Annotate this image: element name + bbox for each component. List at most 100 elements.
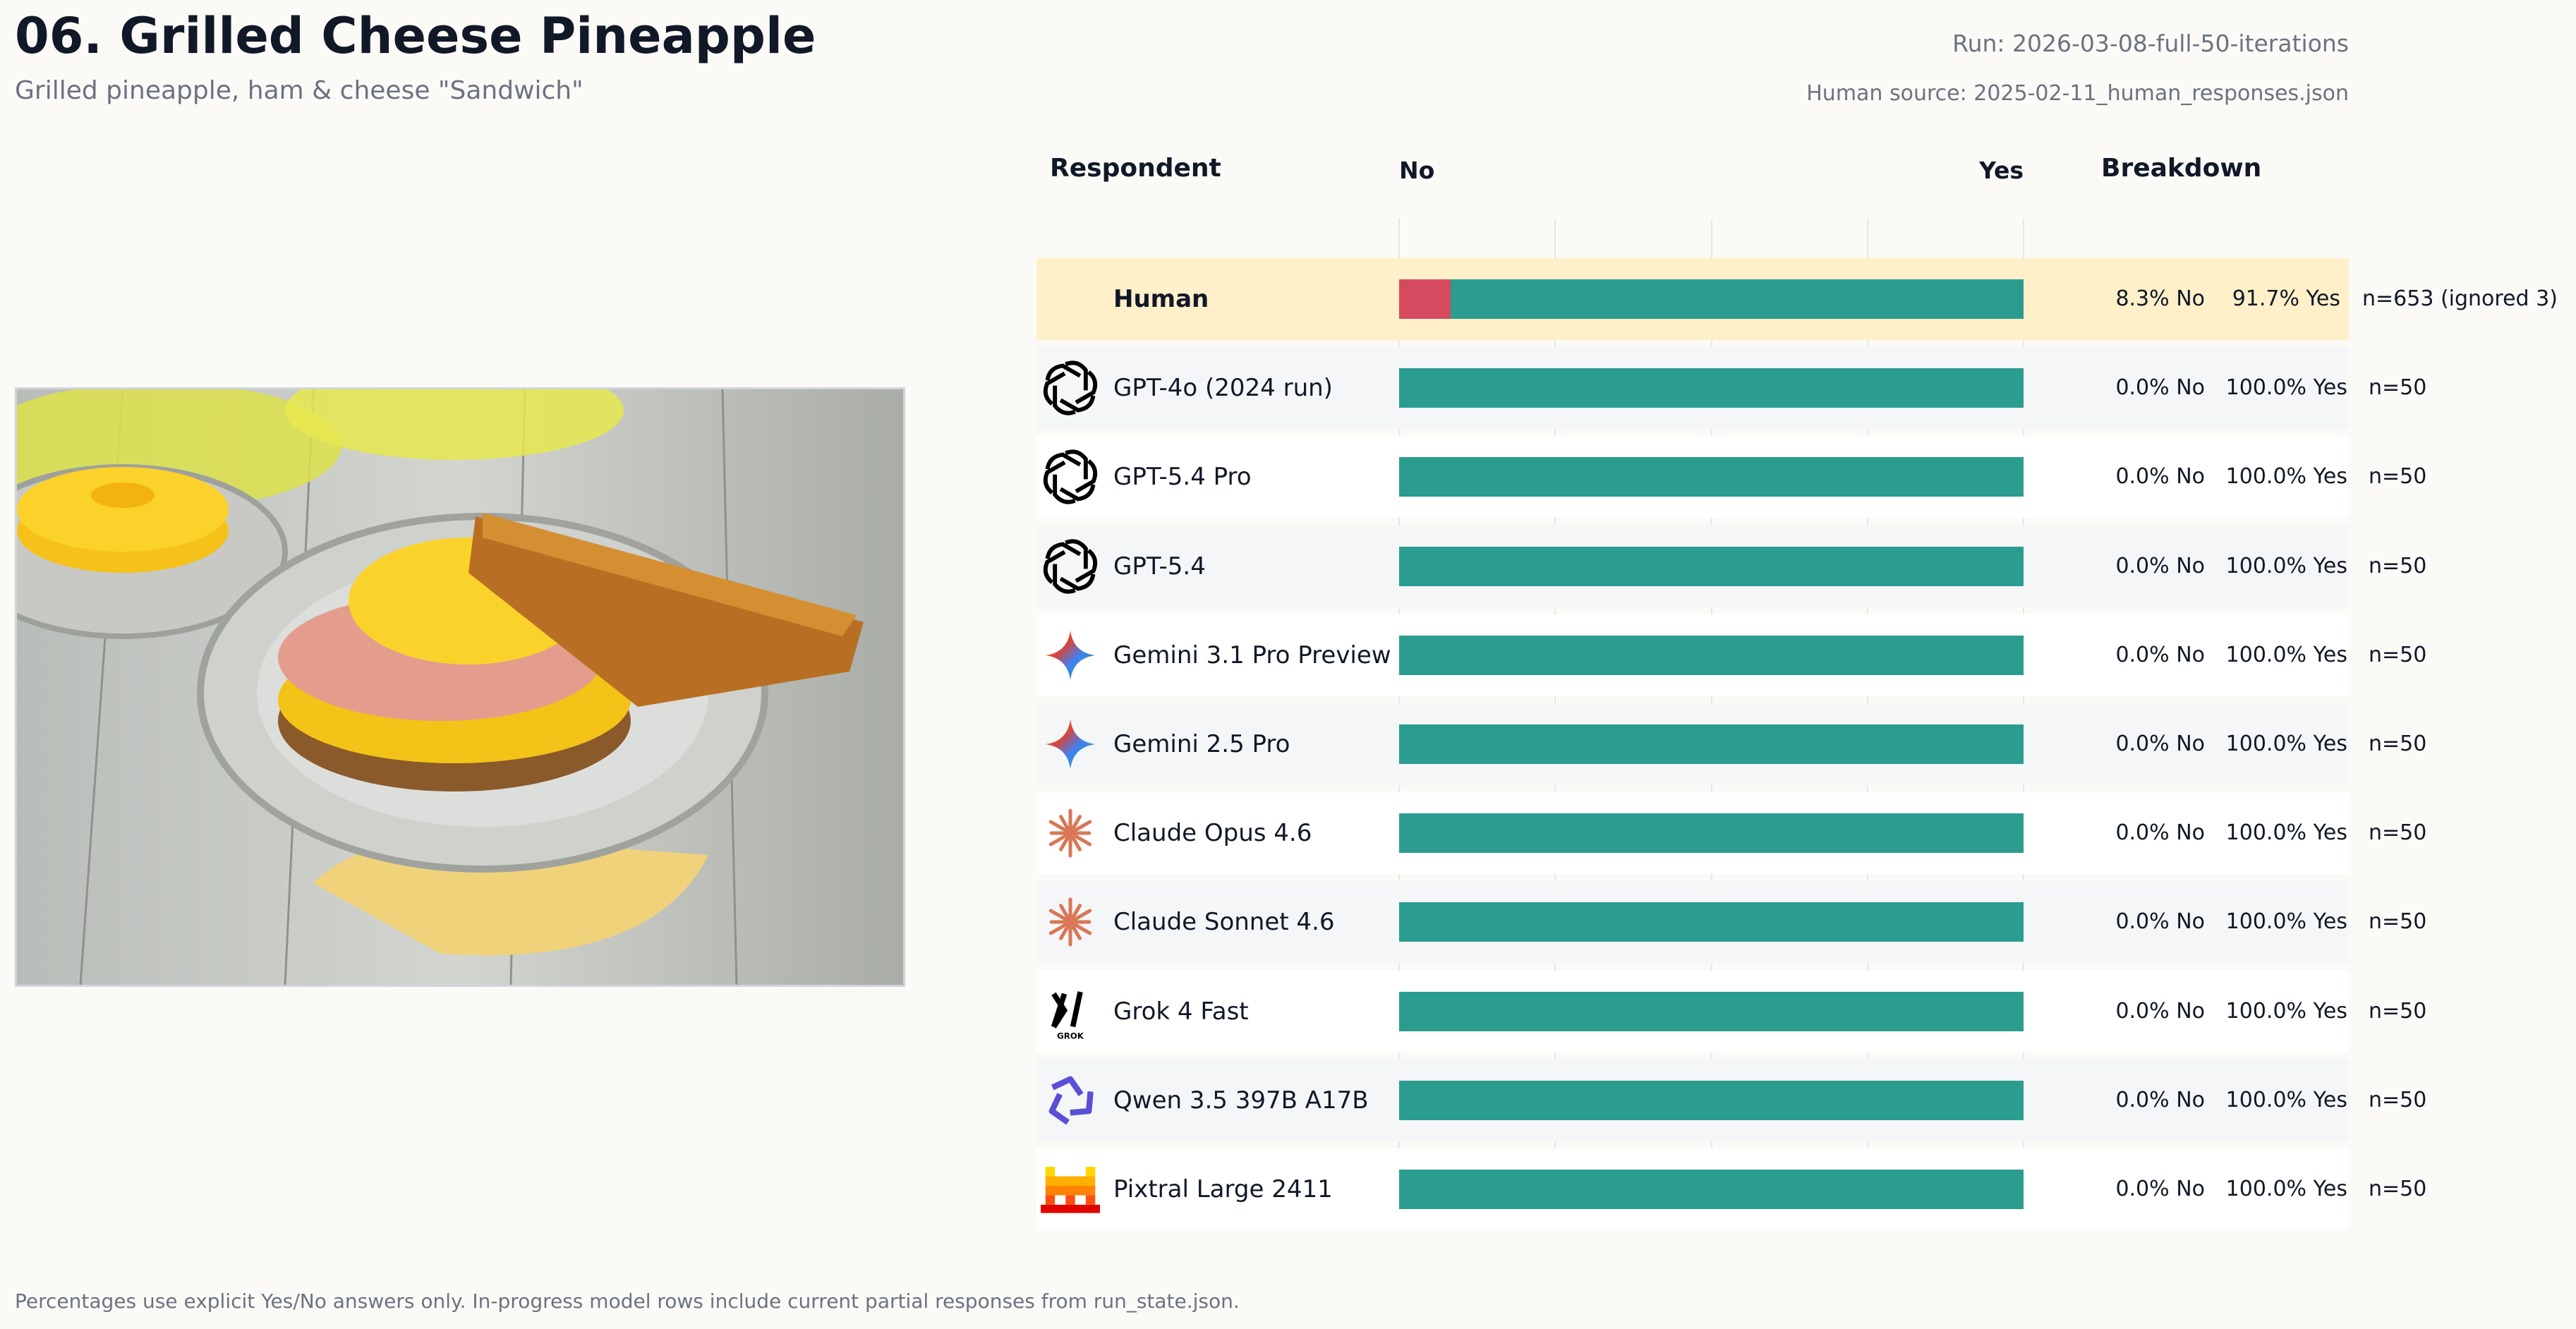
respondent-row: GROK Grok 4 Fast 0.0% No 100.0% Yes n=50	[1036, 970, 2426, 1052]
no-percentage: 0.0% No	[2115, 909, 2205, 935]
no-percentage: 0.0% No	[2115, 1087, 2205, 1112]
bar-segment-yes	[1399, 635, 2024, 675]
yes-percentage: 100.0% Yes	[2225, 464, 2347, 490]
bar-segment-yes	[1451, 279, 2024, 319]
sample-size: n=653 (ignored 3)	[2362, 286, 2558, 311]
human-row: Human 8.3% No 91.7% Yes n=653 (ignored 3)	[1036, 258, 2558, 340]
sandwich-photo-illustration	[17, 389, 903, 985]
bar-segment-yes	[1399, 1080, 2024, 1120]
yes-percentage: 100.0% Yes	[2225, 909, 2347, 935]
stacked-bar	[1399, 368, 2024, 408]
no-percentage: 0.0% No	[2115, 820, 2205, 846]
openai-icon	[1041, 537, 1100, 596]
sample-size: n=50	[2369, 375, 2427, 401]
respondent-name: Human	[1113, 285, 1209, 313]
respondent-name: GPT-5.4	[1113, 552, 1206, 581]
bar-segment-yes	[1399, 457, 2024, 497]
axis-label-yes: Yes	[1979, 157, 2024, 184]
bar-segment-yes	[1399, 813, 2024, 854]
no-percentage: 0.0% No	[2115, 553, 2205, 578]
respondent-name: Gemini 2.5 Pro	[1113, 730, 1290, 758]
sample-size: n=50	[2369, 642, 2427, 667]
respondent-name: GPT-5.4 Pro	[1113, 463, 1252, 492]
bar-segment-yes	[1399, 902, 2024, 942]
column-header-breakdown: Breakdown	[2101, 154, 2262, 183]
yes-percentage: 100.0% Yes	[2225, 553, 2347, 578]
respondent-row: Gemini 3.1 Pro Preview 0.0% No 100.0% Yes…	[1036, 614, 2426, 696]
respondent-row: GPT-5.4 0.0% No 100.0% Yes n=50	[1036, 525, 2426, 607]
stacked-bar	[1399, 724, 2024, 764]
respondent-row: GPT-5.4 Pro 0.0% No 100.0% Yes n=50	[1036, 436, 2426, 518]
yes-percentage: 91.7% Yes	[2232, 286, 2340, 311]
claude-icon	[1041, 803, 1100, 863]
respondent-row: Pixtral Large 2411 0.0% No 100.0% Yes n=50	[1036, 1148, 2426, 1230]
mistral-icon	[1041, 1160, 1100, 1219]
respondent-row: Claude Opus 4.6 0.0% No 100.0% Yes n=50	[1036, 792, 2426, 875]
svg-text:GROK: GROK	[1057, 1031, 1084, 1040]
bar-segment-yes	[1399, 991, 2024, 1031]
sample-size: n=50	[2369, 553, 2427, 578]
respondent-row: Gemini 2.5 Pro 0.0% No 100.0% Yes n=50	[1036, 703, 2426, 785]
stacked-bar	[1399, 902, 2024, 942]
yes-percentage: 100.0% Yes	[2225, 375, 2347, 401]
respondent-name: Claude Opus 4.6	[1113, 819, 1312, 848]
stacked-bar	[1399, 635, 2024, 675]
no-percentage: 0.0% No	[2115, 464, 2205, 490]
openai-icon	[1041, 447, 1100, 506]
sample-size: n=50	[2369, 909, 2427, 935]
qwen-icon	[1041, 1071, 1100, 1130]
stacked-bar	[1399, 1170, 2024, 1209]
human-source-label: Human source: 2025-02-11_human_responses…	[1806, 81, 2349, 106]
no-percentage: 8.3% No	[2115, 286, 2205, 311]
yes-percentage: 100.0% Yes	[2225, 1087, 2347, 1112]
sample-size: n=50	[2369, 998, 2427, 1024]
gemini-icon	[1041, 715, 1100, 774]
respondent-name: Grok 4 Fast	[1113, 997, 1249, 1026]
respondent-row: Claude Sonnet 4.6 0.0% No 100.0% Yes n=50	[1036, 881, 2426, 964]
column-header-respondent: Respondent	[1050, 154, 1221, 183]
page-subtitle: Grilled pineapple, ham & cheese "Sandwic…	[15, 76, 583, 105]
respondent-row: GPT-4o (2024 run) 0.0% No 100.0% Yes n=50	[1036, 347, 2426, 430]
stacked-bar	[1399, 1080, 2024, 1120]
no-percentage: 0.0% No	[2115, 732, 2205, 756]
yes-percentage: 100.0% Yes	[2225, 732, 2347, 756]
respondent-row: Qwen 3.5 397B A17B 0.0% No 100.0% Yes n=50	[1036, 1059, 2426, 1141]
respondent-name: Qwen 3.5 397B A17B	[1113, 1086, 1369, 1115]
run-label: Run: 2026-03-08-full-50-iterations	[1952, 30, 2349, 57]
bar-segment-no	[1399, 279, 1451, 319]
bar-segment-yes	[1399, 368, 2024, 408]
respondent-name: Gemini 3.1 Pro Preview	[1113, 641, 1391, 669]
yes-percentage: 100.0% Yes	[2225, 820, 2347, 846]
page-title: 06. Grilled Cheese Pineapple	[15, 7, 816, 65]
sample-size: n=50	[2369, 1177, 2427, 1201]
grok-icon: GROK	[1041, 982, 1100, 1041]
stacked-bar	[1399, 813, 2024, 854]
sample-size: n=50	[2369, 1087, 2427, 1112]
no-percentage: 0.0% No	[2115, 642, 2205, 667]
bar-segment-yes	[1399, 546, 2024, 586]
stacked-bar	[1399, 279, 2024, 319]
yes-percentage: 100.0% Yes	[2225, 642, 2347, 667]
no-percentage: 0.0% No	[2115, 1177, 2205, 1201]
bar-segment-yes	[1399, 1170, 2024, 1209]
claude-icon	[1041, 892, 1100, 952]
stacked-bar	[1399, 546, 2024, 586]
food-photo	[15, 387, 905, 987]
bar-segment-yes	[1399, 724, 2024, 764]
yes-percentage: 100.0% Yes	[2225, 998, 2347, 1024]
gemini-icon	[1041, 626, 1100, 685]
no-percentage: 0.0% No	[2115, 375, 2205, 401]
respondent-name: Pixtral Large 2411	[1113, 1175, 1333, 1203]
stacked-bar	[1399, 457, 2024, 497]
stacked-bar	[1399, 991, 2024, 1031]
sample-size: n=50	[2369, 820, 2427, 846]
axis-label-no: No	[1399, 157, 1435, 184]
respondent-name: Claude Sonnet 4.6	[1113, 908, 1335, 937]
openai-icon	[1041, 358, 1100, 418]
respondent-name: GPT-4o (2024 run)	[1113, 374, 1333, 403]
yes-percentage: 100.0% Yes	[2225, 1177, 2347, 1201]
footnote: Percentages use explicit Yes/No answers …	[15, 1289, 1240, 1313]
sample-size: n=50	[2369, 732, 2427, 756]
sample-size: n=50	[2369, 464, 2427, 490]
no-percentage: 0.0% No	[2115, 998, 2205, 1024]
